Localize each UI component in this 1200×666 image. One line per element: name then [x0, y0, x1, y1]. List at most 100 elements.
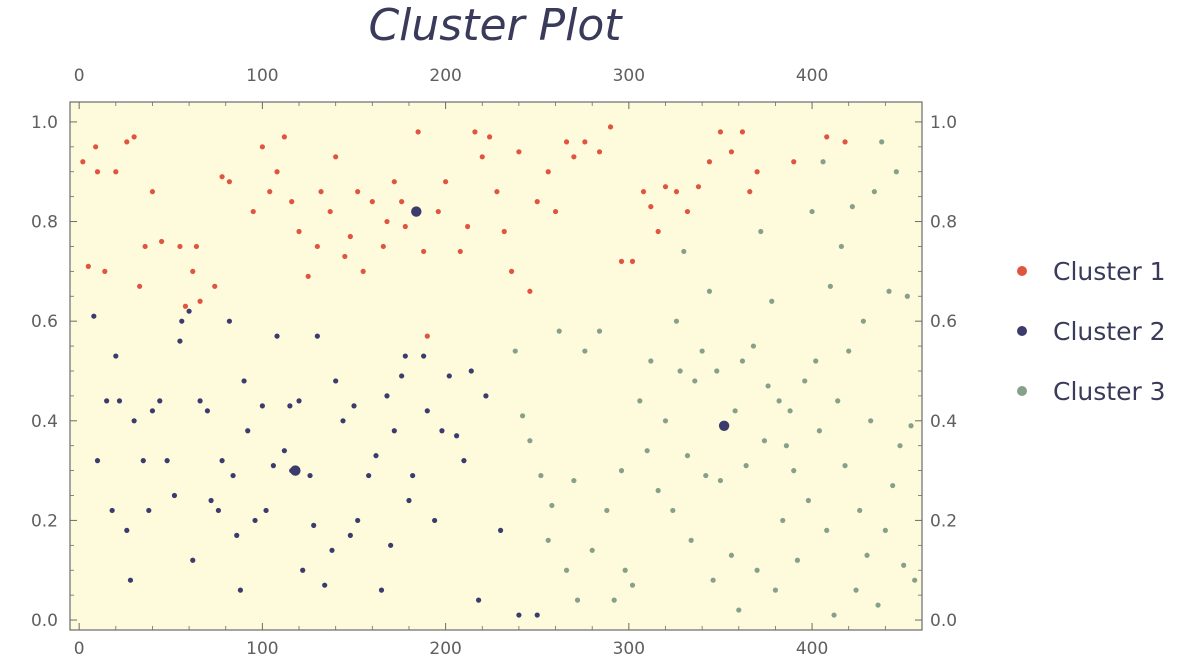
y-tick-label: 0.2: [31, 511, 58, 531]
data-point: [314, 333, 320, 339]
data-point: [809, 208, 815, 215]
data-point: [875, 602, 881, 608]
data-point: [607, 124, 614, 130]
data-point: [177, 338, 183, 344]
data-point: [640, 189, 647, 195]
data-point: [157, 398, 163, 404]
data-point: [402, 353, 408, 359]
data-point: [483, 393, 489, 399]
x-tick-label: 100: [246, 639, 278, 659]
data-point: [454, 433, 460, 439]
data-point: [545, 537, 551, 543]
data-point: [94, 458, 101, 464]
data-point: [333, 378, 339, 384]
data-point: [886, 288, 892, 294]
y-tick-label: 0.0: [31, 611, 58, 631]
data-point: [563, 139, 570, 145]
data-point: [410, 472, 416, 479]
data-point: [219, 174, 225, 180]
data-point: [714, 368, 720, 374]
data-point: [574, 597, 581, 603]
x-tick-label: 400: [796, 639, 828, 659]
data-point: [366, 472, 372, 479]
data-point: [556, 328, 562, 334]
data-point: [728, 149, 735, 155]
data-point: [80, 159, 86, 165]
data-point: [457, 248, 463, 255]
data-point: [435, 208, 441, 215]
data-point: [149, 408, 156, 414]
data-point: [604, 507, 610, 514]
data-point: [717, 477, 724, 484]
data-point: [373, 453, 379, 459]
data-point: [783, 443, 790, 449]
data-point: [901, 562, 907, 568]
data-point: [104, 398, 110, 404]
data-point: [552, 208, 559, 215]
data-point: [582, 348, 588, 354]
data-point: [281, 134, 287, 140]
data-point: [159, 238, 165, 245]
cluster-center-point: [290, 465, 301, 476]
data-point: [629, 582, 636, 588]
data-point: [124, 527, 130, 533]
legend-marker: [1017, 386, 1027, 396]
data-point: [226, 179, 233, 185]
data-point: [116, 398, 123, 404]
data-point: [717, 129, 724, 135]
data-point: [182, 303, 189, 309]
data-point: [879, 139, 885, 145]
data-point: [908, 423, 914, 429]
y-tick-label: 0.4: [31, 412, 58, 432]
data-point: [706, 159, 713, 165]
cluster-center-point: [411, 206, 422, 217]
data-point: [486, 134, 493, 140]
data-point: [245, 428, 251, 434]
data-point: [710, 577, 716, 583]
data-point: [596, 149, 603, 155]
data-point: [415, 129, 421, 135]
data-point: [516, 612, 522, 618]
data-point: [329, 547, 335, 553]
data-point: [706, 288, 713, 294]
data-point: [472, 129, 478, 135]
data-point: [827, 283, 833, 289]
data-point: [842, 463, 848, 469]
data-point: [250, 208, 256, 215]
data-point: [596, 328, 603, 334]
data-point: [391, 428, 397, 434]
legend: Cluster 1 Cluster 2 Cluster 3: [1017, 257, 1166, 406]
data-point: [342, 253, 348, 260]
data-point: [307, 472, 313, 479]
data-point: [692, 378, 698, 384]
data-point: [732, 408, 738, 414]
data-point: [391, 179, 397, 185]
data-point: [791, 159, 797, 165]
data-point: [197, 298, 203, 304]
legend-label: Cluster 3: [1053, 377, 1166, 406]
data-point: [131, 418, 137, 424]
data-point: [739, 129, 746, 135]
data-point: [388, 542, 394, 548]
data-point: [534, 199, 540, 205]
data-point: [842, 139, 848, 145]
data-point: [519, 413, 526, 419]
data-point: [655, 228, 661, 235]
y-tick-label-right: 0.2: [930, 511, 957, 531]
data-point: [311, 522, 317, 528]
data-point: [212, 283, 218, 289]
data-point: [805, 497, 812, 504]
plot-area: [69, 101, 923, 631]
data-point: [494, 189, 500, 195]
data-point: [406, 497, 412, 504]
data-point: [314, 243, 320, 250]
data-point: [897, 443, 903, 449]
y-tick-label: 0.8: [31, 213, 58, 233]
data-point: [190, 557, 196, 563]
x-tick-label: 300: [613, 639, 645, 659]
series-cluster-2: [91, 206, 540, 618]
data-point: [527, 438, 533, 444]
data-point: [399, 373, 405, 379]
data-point: [369, 199, 375, 205]
